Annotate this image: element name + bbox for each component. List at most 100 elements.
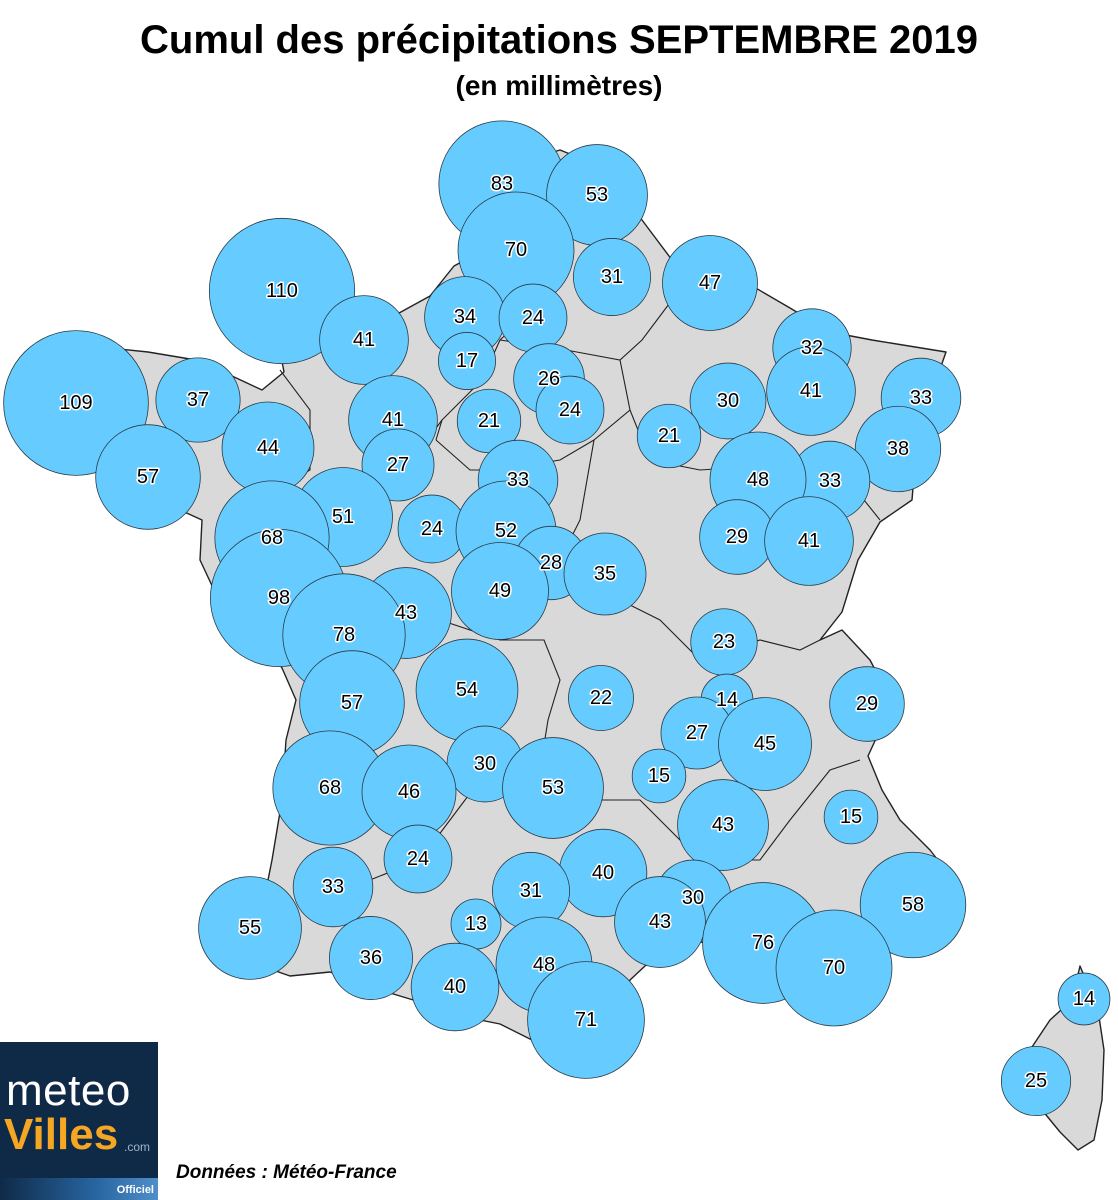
station-value-label: 27 bbox=[387, 454, 409, 476]
station-value-label: 24 bbox=[559, 399, 581, 421]
logo-line-meteo: meteo bbox=[6, 1066, 131, 1115]
station-value-label: 43 bbox=[395, 602, 417, 624]
station-value-label: 25 bbox=[1025, 1070, 1047, 1092]
station-value-label: 70 bbox=[505, 239, 527, 261]
station-bubble bbox=[764, 496, 854, 586]
station-bubble bbox=[1000, 1045, 1072, 1117]
station-value-label: 26 bbox=[538, 368, 560, 390]
station-value-label: 48 bbox=[747, 469, 769, 491]
station-value-label: 15 bbox=[648, 765, 670, 787]
station-value-label: 17 bbox=[456, 350, 478, 372]
station-value-label: 33 bbox=[322, 876, 344, 898]
station-bubble bbox=[527, 961, 645, 1079]
station-bubble bbox=[329, 916, 413, 1000]
station-bubble bbox=[568, 665, 634, 731]
station-bubble bbox=[361, 428, 435, 502]
station-value-label: 43 bbox=[712, 814, 734, 836]
station-value-label: 70 bbox=[823, 957, 845, 979]
station-value-label: 76 bbox=[752, 932, 774, 954]
station-bubble bbox=[859, 851, 967, 959]
station-value-label: 40 bbox=[444, 976, 466, 998]
station-bubble bbox=[563, 532, 647, 616]
station-bubble bbox=[535, 375, 605, 445]
station-value-label: 57 bbox=[341, 692, 363, 714]
station-value-label: 47 bbox=[699, 272, 721, 294]
station-value-label: 83 bbox=[491, 173, 513, 195]
station-bubble bbox=[829, 666, 905, 742]
station-bubble bbox=[614, 876, 706, 968]
station-value-label: 57 bbox=[137, 466, 159, 488]
station-value-label: 41 bbox=[382, 409, 404, 431]
station-bubble bbox=[573, 238, 651, 316]
station-bubble bbox=[636, 403, 702, 469]
station-bubble bbox=[438, 332, 496, 390]
logo-line-villes: Villes bbox=[4, 1110, 119, 1159]
station-value-label: 14 bbox=[716, 689, 738, 711]
station-bubble bbox=[662, 235, 758, 331]
station-bubble bbox=[823, 789, 879, 845]
station-value-label: 22 bbox=[590, 687, 612, 709]
station-bubble bbox=[451, 542, 549, 640]
station-value-label: 35 bbox=[594, 563, 616, 585]
station-value-label: 29 bbox=[856, 693, 878, 715]
station-bubble bbox=[292, 846, 374, 928]
station-value-label: 53 bbox=[586, 184, 608, 206]
station-value-label: 109 bbox=[59, 392, 92, 414]
station-value-label: 46 bbox=[398, 781, 420, 803]
data-source: Données : Météo-France bbox=[176, 1162, 397, 1183]
station-value-label: 28 bbox=[540, 552, 562, 574]
station-value-label: 41 bbox=[800, 380, 822, 402]
station-value-label: 68 bbox=[319, 777, 341, 799]
station-value-label: 15 bbox=[840, 806, 862, 828]
station-value-label: 30 bbox=[717, 390, 739, 412]
station-value-label: 14 bbox=[1073, 988, 1095, 1010]
station-value-label: 23 bbox=[713, 631, 735, 653]
station-value-label: 13 bbox=[465, 913, 487, 935]
station-value-label: 78 bbox=[333, 624, 355, 646]
station-bubble bbox=[319, 295, 409, 385]
station-bubble bbox=[383, 824, 453, 894]
station-bubble bbox=[95, 424, 201, 530]
station-value-label: 33 bbox=[910, 387, 932, 409]
station-value-label: 40 bbox=[592, 862, 614, 884]
station-value-label: 45 bbox=[754, 733, 776, 755]
map-subtitle: (en millimètres) bbox=[455, 70, 663, 101]
station-value-label: 31 bbox=[601, 266, 623, 288]
logo-suffix: .com bbox=[124, 1140, 151, 1154]
station-bubble bbox=[766, 346, 856, 436]
station-bubble bbox=[198, 876, 302, 980]
station-value-label: 21 bbox=[658, 425, 680, 447]
station-bubble bbox=[689, 362, 767, 440]
station-value-label: 34 bbox=[454, 306, 476, 328]
station-value-label: 71 bbox=[575, 1009, 597, 1031]
station-value-label: 52 bbox=[495, 520, 517, 542]
station-value-label: 37 bbox=[187, 389, 209, 411]
station-value-label: 49 bbox=[489, 580, 511, 602]
station-bubble bbox=[854, 405, 942, 493]
station-bubble bbox=[775, 909, 893, 1027]
station-value-label: 24 bbox=[522, 307, 544, 329]
station-value-label: 110 bbox=[266, 280, 298, 302]
meteovilles-logo[interactable]: meteo Villes .com Officiel bbox=[0, 1042, 158, 1200]
station-bubble bbox=[155, 357, 241, 443]
station-value-label: 44 bbox=[257, 437, 279, 459]
station-value-label: 24 bbox=[421, 518, 443, 540]
station-value-label: 32 bbox=[801, 337, 823, 359]
station-bubble bbox=[208, 217, 356, 365]
station-value-label: 29 bbox=[726, 526, 748, 548]
station-value-label: 27 bbox=[686, 722, 708, 744]
station-value-label: 43 bbox=[649, 911, 671, 933]
station-bubble bbox=[1057, 972, 1111, 1026]
map-title: Cumul des précipitations SEPTEMBRE 2019 bbox=[140, 18, 978, 62]
station-bubble bbox=[718, 697, 812, 791]
logo-strip bbox=[0, 1178, 158, 1200]
station-value-label: 98 bbox=[268, 587, 290, 609]
logo-tag: Officiel bbox=[116, 1184, 154, 1196]
station-value-label: 58 bbox=[902, 894, 924, 916]
station-value-label: 21 bbox=[478, 410, 500, 432]
station-bubble bbox=[677, 779, 769, 871]
station-value-label: 24 bbox=[407, 848, 429, 870]
station-value-label: 33 bbox=[507, 469, 529, 491]
station-value-label: 68 bbox=[261, 527, 283, 549]
